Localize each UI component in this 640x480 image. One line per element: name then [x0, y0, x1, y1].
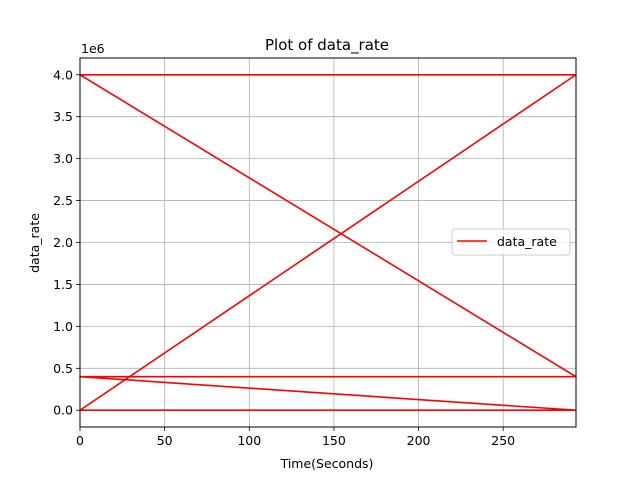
y-axis-label: data_rate	[27, 213, 42, 273]
y-tick-label: 1.0	[53, 319, 73, 334]
y-tick-label: 2.5	[53, 193, 73, 208]
y-tick-label: 0.5	[53, 361, 73, 376]
y-tick-label: 3.5	[53, 109, 73, 124]
x-tick-label: 100	[237, 433, 261, 448]
series-layer	[79, 73, 577, 412]
legend-label-data_rate: data_rate	[497, 234, 557, 249]
y-tick-label: 4.0	[53, 67, 73, 82]
series-line-data_rate	[79, 73, 577, 412]
x-tick-label: 200	[407, 433, 431, 448]
x-tick-label: 150	[322, 433, 346, 448]
y-tick-label: 2.0	[53, 235, 73, 250]
x-tick-label: 0	[76, 433, 84, 448]
x-tick-label: 50	[157, 433, 173, 448]
legend-box	[451, 228, 571, 256]
chart-title: Plot of data_rate	[265, 36, 389, 55]
y-tick-label: 3.0	[53, 151, 73, 166]
y-axis-ticks: 0.0 0.5 1.0 1.5 2.0 2.5 3.0 3.5 4.0	[53, 67, 80, 418]
y-tick-label: 1.5	[53, 277, 73, 292]
x-axis-label: Time(Seconds)	[280, 456, 374, 471]
x-tick-label: 250	[491, 433, 515, 448]
legend: data_rate	[451, 228, 571, 256]
y-tick-label: 0.0	[53, 403, 73, 418]
y-axis-offset-label: 1e6	[81, 41, 105, 56]
x-axis-ticks: 0 50 100 150 200 250	[76, 427, 515, 448]
